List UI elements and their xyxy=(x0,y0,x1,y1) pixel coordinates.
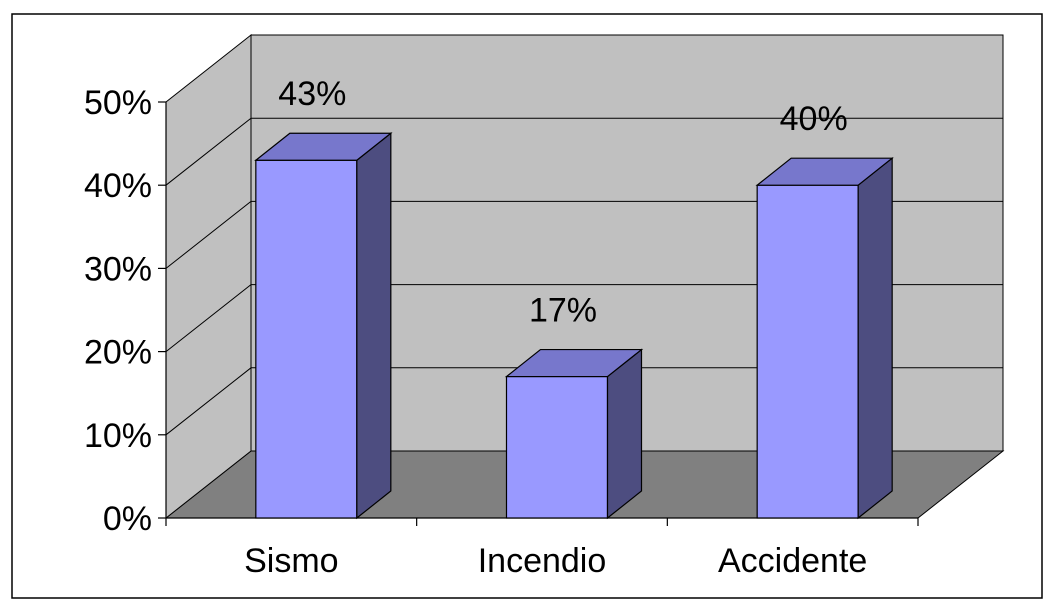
bar-sismo-top xyxy=(254,132,393,161)
x-category-label: Sismo xyxy=(244,542,338,580)
bar-incendio-top xyxy=(504,348,644,378)
y-tick-label: 30% xyxy=(84,250,152,288)
chart-side-wall xyxy=(165,33,252,520)
x-category-label: Accidente xyxy=(718,542,867,580)
gridline xyxy=(165,367,1003,436)
bar-incendio-side xyxy=(606,348,643,520)
y-tick-label: 20% xyxy=(84,334,152,372)
y-tick-label: 0% xyxy=(103,500,152,538)
gridline xyxy=(165,284,1003,352)
data-label-accidente: 40% xyxy=(780,100,848,138)
bar-sismo-side xyxy=(356,131,392,520)
x-category-label: Incendio xyxy=(478,542,607,580)
bar-accidente-front xyxy=(756,184,859,519)
bar-accidente-top xyxy=(755,157,894,186)
gridline xyxy=(165,200,1003,269)
y-tick-label: 10% xyxy=(84,417,152,455)
data-label-incendio: 17% xyxy=(529,292,597,330)
y-tick-label: 40% xyxy=(84,167,152,205)
bar-sismo-front xyxy=(255,159,358,519)
bar-incendio-front xyxy=(505,375,609,519)
gridline xyxy=(165,117,1003,186)
y-tick-label: 50% xyxy=(84,84,152,122)
data-label-sismo: 43% xyxy=(278,75,346,113)
bar-accidente-side xyxy=(857,156,893,520)
